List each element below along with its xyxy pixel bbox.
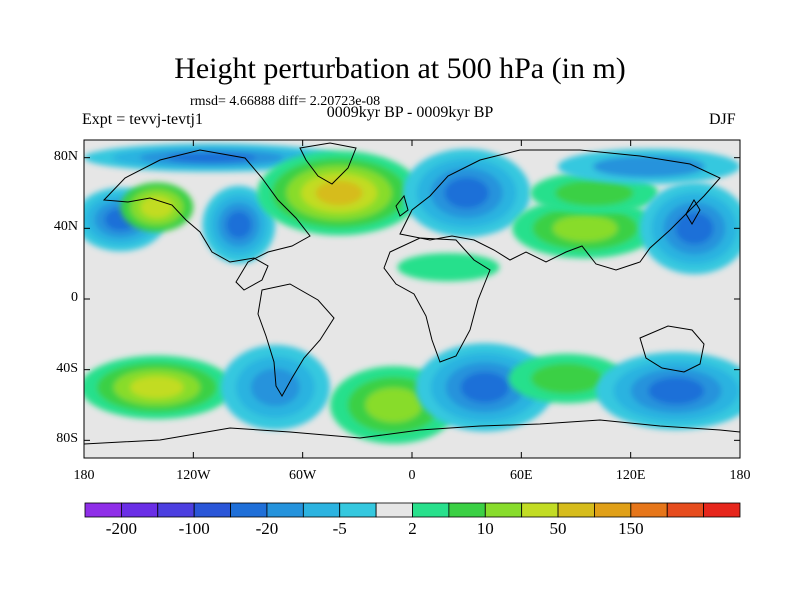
contour-region bbox=[512, 198, 658, 259]
colorbar-swatch bbox=[375, 502, 413, 518]
contour-level bbox=[226, 211, 252, 239]
season-label: DJF bbox=[709, 111, 736, 128]
colorbar-label: 10 bbox=[476, 519, 494, 538]
contour-region bbox=[202, 185, 276, 264]
colorbar-swatch bbox=[84, 502, 122, 518]
y-tick-label: 80S bbox=[56, 431, 78, 447]
europe-asia-coastline bbox=[399, 149, 721, 271]
y-tick-label: 0 bbox=[71, 290, 78, 305]
colorbar-swatch bbox=[193, 502, 231, 518]
contour-level bbox=[675, 212, 714, 245]
x-tick-label: 120E bbox=[615, 468, 646, 483]
japan-coastline bbox=[685, 199, 701, 225]
x-tick-label: 60W bbox=[289, 468, 317, 483]
australia-coastline bbox=[639, 325, 705, 373]
colorbar-swatch bbox=[594, 502, 632, 518]
x-tick-label: 180 bbox=[73, 468, 95, 483]
colorbar-swatch bbox=[666, 502, 705, 518]
contour-region bbox=[220, 344, 330, 430]
contour-level bbox=[167, 152, 256, 163]
colorbar-label: 150 bbox=[618, 519, 644, 538]
colorbar-swatch bbox=[557, 502, 595, 518]
antarctica-coastline bbox=[84, 419, 740, 445]
colorbar-swatch bbox=[484, 502, 523, 518]
y-tick-label: 80N bbox=[53, 148, 78, 164]
contour-level bbox=[251, 368, 300, 407]
contour-level bbox=[554, 179, 634, 207]
colorbar-label: -200 bbox=[105, 519, 137, 538]
contour-region bbox=[257, 150, 422, 236]
colorbar-swatch bbox=[521, 502, 559, 518]
contour-level bbox=[315, 180, 363, 206]
colorbar-swatch bbox=[157, 502, 195, 518]
colorbar-swatch bbox=[302, 502, 341, 518]
colorbar-label: 50 bbox=[549, 519, 567, 538]
contour-level bbox=[592, 155, 705, 178]
colorbar-swatch bbox=[339, 502, 377, 518]
contour-layer bbox=[84, 143, 740, 444]
contour-region bbox=[84, 355, 234, 420]
contour-region bbox=[84, 143, 340, 172]
africa-coastline bbox=[383, 237, 491, 363]
colorbar-label: 2 bbox=[408, 519, 417, 538]
contour-region bbox=[557, 148, 740, 185]
contour-level bbox=[130, 376, 184, 399]
contour-level bbox=[365, 387, 423, 423]
experiment-label: Expt = tevvj-tevtj1 bbox=[82, 111, 203, 128]
colorbar-swatch bbox=[266, 502, 304, 518]
colorbar-swatch bbox=[448, 502, 486, 518]
contour-region bbox=[397, 253, 500, 282]
colorbar-label: -100 bbox=[178, 519, 210, 538]
contour-region bbox=[402, 148, 531, 238]
contour-level bbox=[460, 371, 509, 403]
north-america-coastline bbox=[102, 149, 311, 291]
contour-region bbox=[639, 182, 740, 275]
x-tick-label: 0 bbox=[408, 468, 416, 483]
y-tick-label: 40S bbox=[56, 360, 78, 376]
colorbar-swatch bbox=[630, 502, 668, 518]
south-america-coastline bbox=[257, 283, 335, 397]
x-tick-label: 60E bbox=[510, 468, 533, 483]
colorbar bbox=[84, 502, 741, 518]
y-tick-label: 40N bbox=[53, 219, 78, 235]
contour-region bbox=[120, 182, 194, 232]
x-tick-label: 120W bbox=[176, 468, 211, 483]
uk-coastline bbox=[395, 194, 409, 217]
x-tick-label: 180 bbox=[729, 468, 751, 483]
colorbar-swatch bbox=[120, 502, 159, 518]
contour-level bbox=[531, 363, 603, 394]
contour-level bbox=[648, 377, 705, 405]
contour-level bbox=[140, 196, 174, 219]
contour-level bbox=[552, 214, 618, 242]
contour-level bbox=[397, 253, 500, 282]
colorbar-swatch bbox=[230, 502, 268, 518]
colorbar-label: -20 bbox=[255, 519, 279, 538]
rmsd-stats: rmsd= 4.66888 diff= 2.20723e-08 bbox=[190, 94, 381, 109]
greenland-coastline bbox=[299, 142, 357, 185]
colorbar-swatch bbox=[703, 502, 741, 518]
colorbar-swatch bbox=[412, 502, 450, 518]
contour-level bbox=[444, 177, 489, 209]
plot-title: Height perturbation at 500 hPa (in m) bbox=[174, 52, 626, 85]
contour-region bbox=[596, 352, 740, 430]
coastline-layer bbox=[84, 142, 740, 445]
colorbar-label: -5 bbox=[332, 519, 347, 538]
period-label: 0009kyr BP - 0009kyr BP bbox=[326, 104, 494, 121]
